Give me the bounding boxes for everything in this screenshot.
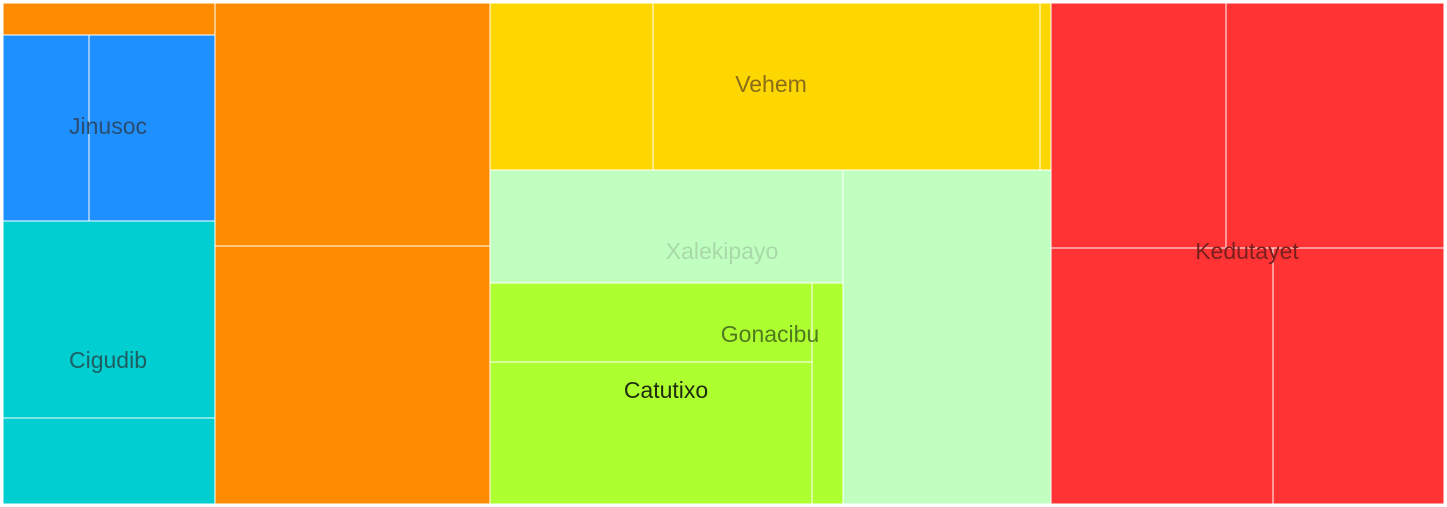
- treemap-tile-group-1-item-0: [2, 220, 216, 419]
- treemap-label-xalekipayo: Xalekipayo: [666, 238, 779, 264]
- treemap-tile-group-1-item-1: [2, 417, 216, 505]
- treemap-tile-group-7-item-2: [1050, 247, 1274, 505]
- treemap-tile-group-5-item-0: [489, 282, 813, 363]
- treemap-tile-group-4-item-0: [489, 169, 844, 284]
- treemap-label-kedutayet: Kedutayet: [1195, 238, 1299, 264]
- treemap-tile-group-2-item-0: [2, 2, 216, 36]
- treemap-tile-group-0-item-0: [2, 34, 90, 222]
- treemap-tile-group-7-item-0: [1050, 2, 1227, 249]
- treemap-tile-group-7-item-1: [1225, 2, 1445, 249]
- treemap-labels: Jinusoc Cigudib Vehem Xalekipayo Gonacibu Cat…: [69, 71, 1299, 403]
- treemap-tile-group-3-item-2: [1039, 2, 1052, 171]
- treemap-tile-group-3-item-1: [652, 2, 1041, 171]
- treemap-label-catutixo: Catutixo: [624, 377, 708, 403]
- treemap-tile-group-2-item-2: [214, 245, 491, 505]
- treemap-tile-group-6-item-0: [489, 361, 813, 505]
- treemap-tile-group-2-item-1: [214, 2, 491, 247]
- treemap-label-gonacibu: Gonacibu: [721, 321, 819, 347]
- treemap-label-jinusoc: Jinusoc: [69, 113, 147, 139]
- treemap-label-vehem: Vehem: [735, 71, 807, 97]
- treemap-tile-group-7-item-3: [1272, 247, 1445, 505]
- treemap-tile-group-5-item-1: [811, 282, 844, 505]
- treemap-label-cigudib: Cigudib: [69, 347, 147, 373]
- treemap-tile-group-3-item-0: [489, 2, 654, 171]
- treemap-tile-group-0-item-1: [88, 34, 216, 222]
- treemap-tile-group-4-item-1: [842, 169, 1052, 505]
